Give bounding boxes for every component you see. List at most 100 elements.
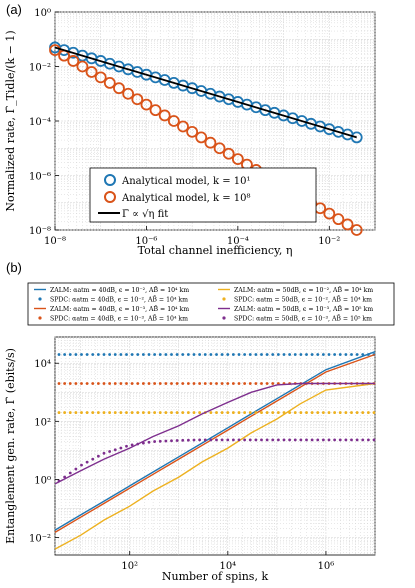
data-dot: [74, 353, 78, 356]
data-dot: [186, 353, 190, 356]
y-tick-label: 10²: [34, 417, 51, 428]
data-point: [67, 55, 80, 67]
data-point: [167, 115, 180, 127]
data-dot: [147, 353, 151, 356]
data-dot: [338, 411, 342, 414]
data-dot: [68, 353, 72, 356]
data-dot: [248, 438, 252, 442]
data-dot: [203, 438, 207, 442]
data-dot: [327, 411, 331, 414]
data-dot: [231, 438, 235, 442]
data-dot: [181, 353, 185, 356]
data-dot: [316, 438, 320, 442]
data-dot: [198, 411, 202, 414]
data-dot: [321, 411, 325, 414]
series-line: [54, 353, 376, 534]
legend-b-entry: SPDC: αatm = 40dB, ϵ = 10⁻², AB̄ = 10⁴ k…: [50, 296, 188, 303]
data-dot: [361, 353, 365, 356]
data-point: [350, 131, 363, 144]
data-dot: [198, 382, 202, 385]
data-dot: [147, 411, 151, 414]
data-dot: [74, 411, 78, 414]
data-dot: [102, 382, 106, 385]
data-dot: [271, 411, 275, 414]
data-dot: [361, 438, 365, 442]
series-line: [54, 351, 376, 531]
data-dot: [327, 353, 331, 356]
data-dot: [170, 411, 173, 414]
data-dot: [254, 411, 258, 414]
panel-b-ticks: 10² 10⁴ 10⁶ 10⁴ 10² 10⁰ 10⁻²: [29, 359, 334, 572]
panel-a-ylabel: Normalized rate, Γ̄_Tidle/(k − 1): [4, 30, 17, 211]
panel-b-ylabel: Entanglement gen. rate, Γ̄ (ebits/s): [4, 348, 17, 544]
data-dot: [260, 438, 263, 442]
data-dot: [248, 382, 252, 385]
y-tick-label: 10⁴: [34, 359, 51, 370]
data-dot: [355, 411, 359, 414]
data-dot: [198, 353, 202, 356]
data-dot: [293, 411, 297, 414]
data-dot: [136, 411, 140, 414]
legend-b-entry: SPDC: αatm = 50dB, ϵ = 10⁻², AB̄ = 10⁴ k…: [234, 296, 372, 303]
data-dot: [80, 382, 83, 385]
data-dot: [186, 382, 190, 385]
data-point: [177, 120, 189, 133]
data-dot: [175, 353, 179, 356]
data-dot: [305, 353, 308, 356]
data-point: [149, 104, 162, 117]
x-tick-label: 10²: [121, 561, 138, 572]
data-dot: [80, 463, 83, 467]
data-dot: [130, 353, 134, 356]
data-dot: [316, 411, 320, 414]
data-dot: [355, 353, 359, 356]
data-dot: [96, 411, 100, 414]
data-dot: [119, 411, 123, 414]
data-point: [323, 207, 336, 220]
data-dot: [361, 411, 365, 414]
data-dot: [310, 353, 314, 356]
x-tick-label: 10⁻⁴: [227, 236, 249, 247]
data-dot: [333, 353, 337, 356]
data-dot: [85, 411, 89, 414]
panel-b-xlabel: Number of spins, k: [162, 570, 269, 583]
data-dot: [243, 411, 247, 414]
data-point: [231, 153, 244, 165]
data-dot: [237, 411, 241, 414]
data-dot: [366, 438, 370, 442]
data-dot: [192, 382, 196, 385]
data-dot: [265, 353, 269, 356]
x-tick-label: 10⁶: [318, 561, 335, 572]
data-dot: [209, 438, 213, 442]
data-dot: [215, 353, 218, 356]
data-dot: [288, 438, 292, 442]
data-dot: [243, 382, 247, 385]
data-point: [49, 44, 61, 56]
y-tick-label: 10⁰: [34, 8, 51, 19]
data-point: [186, 125, 199, 138]
data-dot: [85, 382, 89, 385]
data-dot: [192, 353, 196, 356]
data-dot: [57, 382, 61, 385]
y-tick-label: 10⁰: [34, 475, 51, 486]
data-dot: [305, 438, 308, 442]
data-dot: [192, 438, 196, 442]
data-dot: [63, 411, 67, 414]
data-dot: [254, 382, 258, 385]
panel-b-legend: ZALM: αatm = 40dB, ϵ = 10⁻², AB̄ = 10⁴ k…: [27, 282, 395, 326]
data-dot: [136, 353, 140, 356]
x-tick-label: 10⁴: [219, 561, 236, 572]
data-dot: [181, 382, 185, 385]
data-dot: [125, 353, 128, 356]
panel-a-ticks: 10⁻⁸ 10⁻⁶ 10⁻⁴ 10⁻² 10⁰ 10⁻² 10⁻⁴ 10⁻⁶ 10⁻⁸: [29, 8, 340, 247]
data-dot: [181, 438, 185, 442]
data-dot: [91, 353, 95, 356]
data-point: [94, 71, 107, 84]
data-point: [350, 224, 363, 236]
data-dot: [215, 438, 218, 442]
data-dot: [91, 457, 95, 461]
legend-b-entry: ZALM: αatm = 40dB, ϵ = 10⁻³, AB̄ = 10⁴ k…: [50, 306, 189, 313]
y-tick-label: 10⁻⁴: [29, 117, 51, 128]
data-dot: [186, 438, 190, 442]
data-dot: [248, 411, 252, 414]
panel-b-axes: 10² 10⁴ 10⁶ 10⁴ 10² 10⁰ 10⁻² Number of spins, …: [4, 336, 376, 583]
